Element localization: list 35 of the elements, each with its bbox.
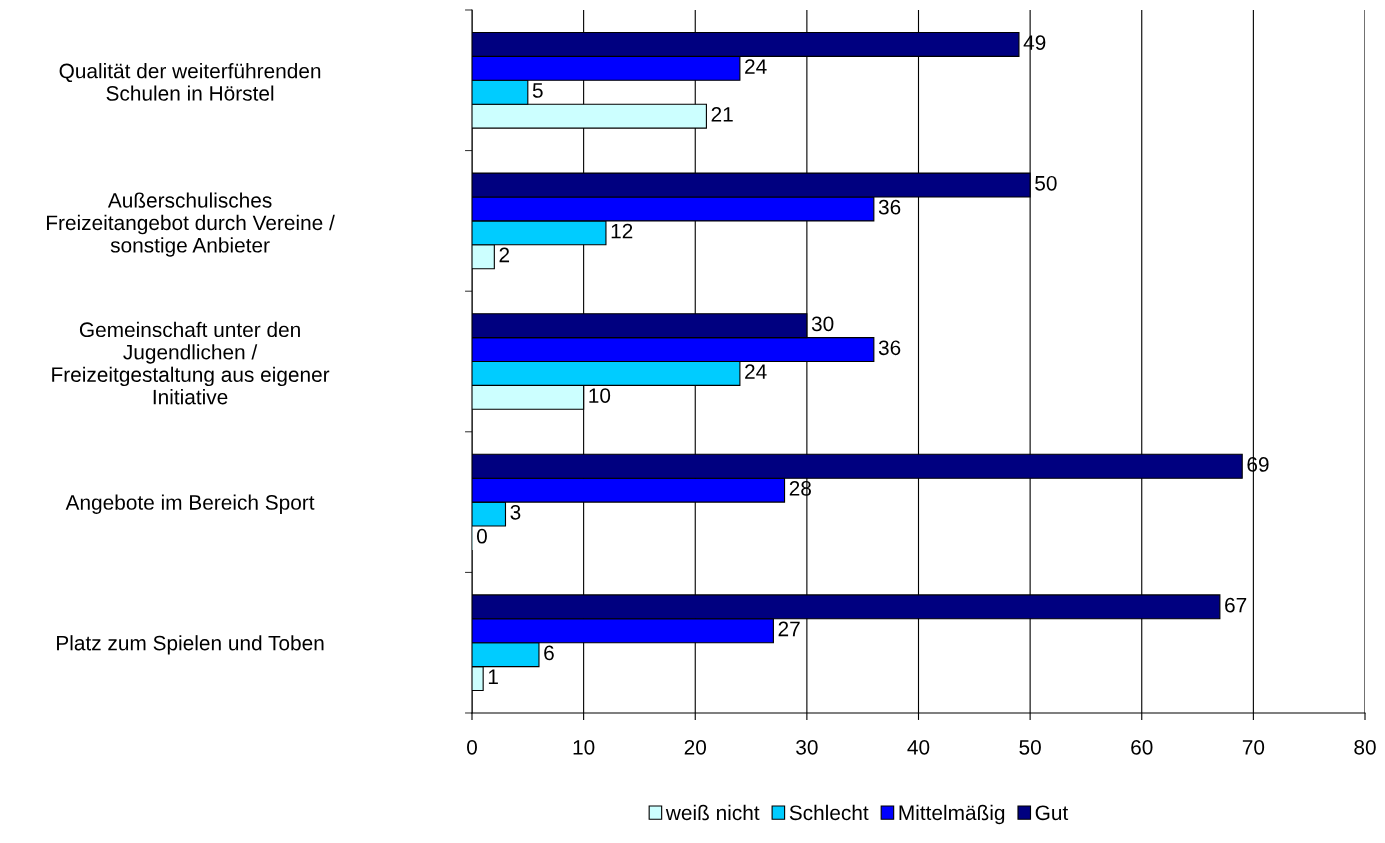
x-tick-label: 70 [1242,739,1265,755]
x-tick-label: 40 [907,739,930,755]
y-tick-label: Platz zum Spielen und Toben [57,635,324,655]
data-label: 36 [878,199,901,215]
data-label: 5 [532,83,543,98]
x-tick-label: 60 [1131,739,1153,755]
data-label: 0 [476,528,487,544]
y-tick-label: Gemeinschaft unter den Jugendlichen / Freizeitgestaltung aus eigener Initiative [52,321,330,405]
data-label: 3 [510,504,521,520]
data-label: 21 [711,106,733,122]
data-label: 50 [1035,175,1057,191]
data-label: 24 [745,59,767,74]
x-tick-label: 30 [796,739,818,755]
data-label: 10 [589,388,611,403]
data-label: 12 [611,223,633,239]
data-label: 2 [499,247,510,263]
y-tick-label: Außerschulisches Freizeitangebot durch Vereine / sonstige Anbieter [47,192,335,257]
legend-label: Gut [1035,805,1069,821]
x-tick-label: 10 [573,739,595,755]
x-tick-label: 0 [467,739,477,755]
data-label: 24 [745,364,767,379]
data-label: 1 [488,669,498,684]
data-label: 6 [544,645,554,661]
legend-label: weiß nicht [665,804,760,821]
data-label: 27 [778,621,800,637]
y-tick-label: Qualität der weiterführenden Schulen in Hörstel [59,63,321,101]
x-tick-label: 50 [1019,739,1041,755]
x-tick-label: 20 [684,739,707,755]
data-label: 67 [1225,597,1247,613]
legend-label: Schlecht [789,804,869,821]
data-label: 36 [878,340,901,356]
data-label: 30 [811,316,834,332]
legend-label: Mittelmäßig [899,804,1005,825]
y-tick-label: Angebote im Bereich Sport [65,494,315,514]
x-tick-label: 80 [1354,739,1376,755]
